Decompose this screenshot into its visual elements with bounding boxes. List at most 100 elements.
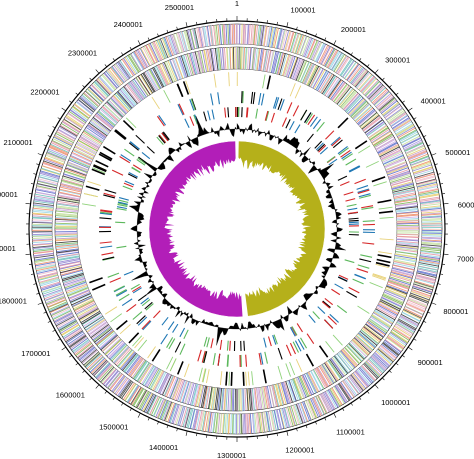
scale-tick xyxy=(374,384,379,389)
cds-forward-feature xyxy=(421,241,442,245)
cds-reverse-feature xyxy=(306,372,318,393)
cds-forward-feature xyxy=(415,275,436,282)
cds-reverse-feature xyxy=(178,56,187,78)
cds-forward-feature xyxy=(33,204,54,208)
cds-forward-feature xyxy=(59,125,78,137)
cds-reverse-feature xyxy=(391,269,413,277)
gc-skew-baseline xyxy=(148,140,326,318)
cds-forward-feature xyxy=(360,76,375,92)
cds-forward-feature xyxy=(354,371,368,388)
cds-reverse-feature xyxy=(331,357,345,377)
cds-forward-feature xyxy=(246,413,249,434)
repeat-feature xyxy=(145,303,154,311)
scale-tick xyxy=(95,384,100,389)
cds-forward-feature xyxy=(32,217,53,220)
scale-tick xyxy=(75,362,79,366)
cds-forward-feature xyxy=(265,26,270,47)
cds-reverse-feature xyxy=(277,383,284,406)
scale-tick xyxy=(437,283,441,285)
cds-forward-feature xyxy=(46,297,66,306)
repeat-feature xyxy=(118,293,130,301)
repeat-feature xyxy=(130,283,140,290)
cds-forward-feature xyxy=(198,27,204,48)
cds-reverse-feature xyxy=(358,110,376,126)
rna-feature xyxy=(337,117,349,129)
cds-reverse-feature xyxy=(115,348,132,366)
repeat-feature xyxy=(312,118,322,130)
cds-forward-feature xyxy=(52,138,72,148)
cds-forward-feature xyxy=(247,413,250,434)
cds-forward-feature xyxy=(75,342,92,357)
cds-reverse-feature xyxy=(380,299,401,310)
cds-reverse-feature xyxy=(217,388,221,411)
scale-tick xyxy=(37,302,43,305)
cds-reverse-feature xyxy=(271,385,277,407)
repeat-feature xyxy=(100,245,113,249)
cds-forward-feature xyxy=(179,31,187,52)
cds-forward-feature xyxy=(366,82,382,98)
cds-reverse-feature xyxy=(83,315,103,328)
repeat-feature xyxy=(226,340,229,351)
cds-reverse-feature xyxy=(356,335,374,351)
cds-forward-feature xyxy=(331,387,343,406)
cds-forward-feature xyxy=(182,407,189,427)
cds-forward-feature xyxy=(153,41,163,61)
cds-reverse-feature xyxy=(127,83,142,102)
cds-forward-feature xyxy=(355,370,369,387)
cds-forward-feature xyxy=(69,335,87,348)
cds-reverse-feature xyxy=(378,302,399,314)
cds-reverse-feature xyxy=(396,240,419,244)
cds-reverse-feature xyxy=(282,54,290,76)
scale-tick xyxy=(402,355,405,358)
cds-forward-feature xyxy=(305,38,314,58)
repeat-feature xyxy=(243,340,246,351)
cds-forward-feature xyxy=(334,385,346,404)
repeat-feature xyxy=(203,336,208,347)
cds-forward-feature xyxy=(73,104,91,117)
repeat-feature xyxy=(294,124,301,134)
position-label: 100001 xyxy=(291,6,316,15)
cds-reverse-feature xyxy=(362,326,381,342)
cds-reverse-feature xyxy=(391,271,413,278)
cds-reverse-feature xyxy=(264,386,270,409)
scale-tick xyxy=(157,421,159,425)
cds-reverse-feature xyxy=(56,203,79,208)
cds-reverse-feature xyxy=(77,305,97,317)
cds-reverse-feature xyxy=(211,48,216,71)
cds-reverse-feature xyxy=(97,111,115,127)
cds-forward-feature xyxy=(289,32,297,52)
repeat-feature xyxy=(103,194,116,199)
position-label: 2200001 xyxy=(30,88,59,97)
cds-forward-feature xyxy=(118,61,131,79)
gc-skew-positive xyxy=(238,141,325,317)
cds-reverse-feature xyxy=(153,67,165,87)
cds-forward-feature xyxy=(179,406,186,426)
cds-forward-feature xyxy=(421,244,442,247)
cds-forward-feature xyxy=(32,234,53,237)
cds-forward-feature xyxy=(62,326,81,338)
scale-tick xyxy=(367,390,370,394)
cds-reverse-feature xyxy=(81,133,102,146)
cds-reverse-feature xyxy=(122,353,137,371)
cds-forward-feature xyxy=(398,318,417,330)
cds-forward-feature xyxy=(181,31,188,52)
cds-reverse-feature xyxy=(353,337,371,354)
cds-forward-feature xyxy=(244,24,247,45)
cds-reverse-feature xyxy=(180,55,189,77)
cds-forward-feature xyxy=(406,302,426,312)
scale-tick xyxy=(121,52,124,56)
cds-reverse-feature xyxy=(334,354,350,373)
cds-reverse-feature xyxy=(396,241,419,245)
cds-forward-feature xyxy=(421,237,442,240)
rna-feature xyxy=(379,238,394,241)
cds-reverse-feature xyxy=(308,371,320,392)
repeat-feature xyxy=(224,107,227,118)
cds-reverse-feature xyxy=(186,382,194,405)
scale-tick xyxy=(350,52,353,56)
cds-reverse-feature xyxy=(231,47,234,70)
cds-forward-feature xyxy=(400,315,419,326)
repeat-feature xyxy=(300,109,308,121)
cds-reverse-feature xyxy=(68,158,90,168)
cds-forward-feature xyxy=(383,341,401,355)
